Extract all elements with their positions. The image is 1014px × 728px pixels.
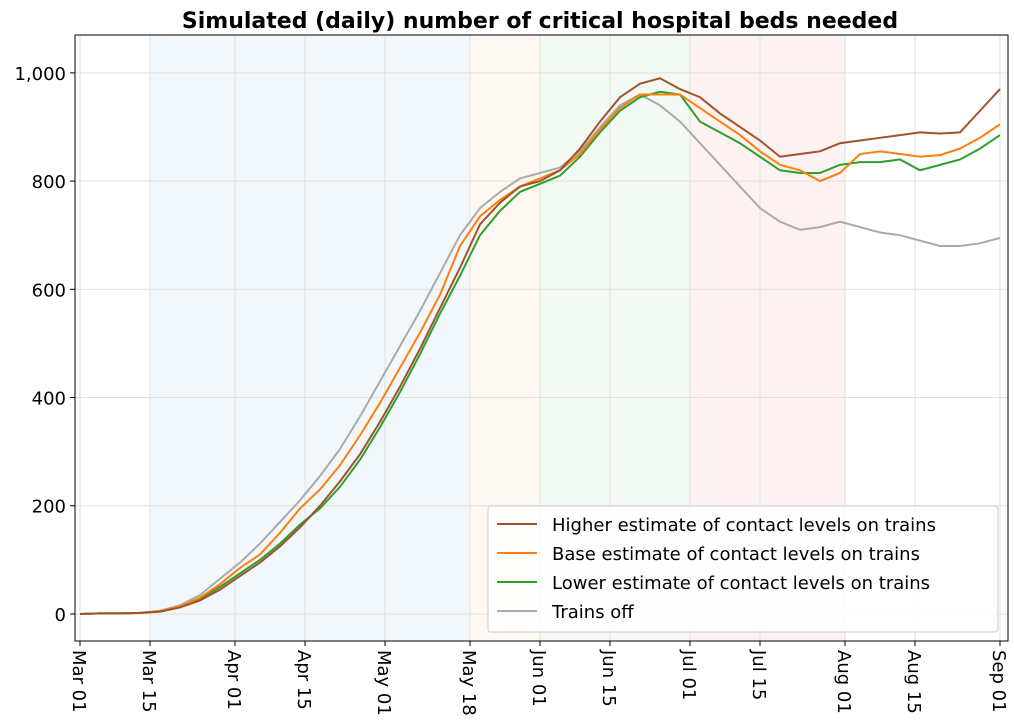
y-tick-label: 600: [32, 280, 66, 301]
x-tick-label: Aug 01: [833, 650, 854, 714]
x-tick-label: Jun 01: [528, 649, 549, 707]
x-tick-label: Sep 01: [988, 650, 1009, 713]
series-line: [79, 93, 1001, 615]
x-tick-label: Apr 15: [293, 650, 314, 710]
legend-label: Higher estimate of contact levels on tra…: [552, 515, 936, 536]
legend-box: [487, 505, 999, 633]
series-line: [79, 93, 1001, 615]
chart-title: Simulated (daily) number of critical hos…: [182, 9, 898, 34]
x-tick-label: May 01: [373, 650, 394, 716]
shaded-span: [150, 35, 470, 641]
y-tick-label: 200: [32, 497, 66, 518]
y-tick-label: 800: [32, 172, 66, 193]
y-tick-label: 0: [55, 605, 66, 626]
series-line: [79, 77, 1001, 615]
y-tick-label: 1,000: [14, 64, 66, 85]
y-tick-label: 400: [32, 389, 66, 410]
x-tick-label: Jul 01: [678, 649, 699, 700]
x-tick-label: Jul 15: [748, 649, 769, 700]
legend-label: Base estimate of contact levels on train…: [552, 544, 920, 565]
legend-label: Trains off: [551, 602, 634, 623]
x-tick-label: Mar 01: [68, 650, 89, 713]
x-tick-label: Jun 15: [598, 649, 619, 707]
x-tick-label: Aug 15: [903, 650, 924, 714]
x-tick-label: May 18: [458, 650, 479, 716]
x-tick-label: Apr 01: [223, 650, 244, 710]
plot-frame: [74, 34, 1009, 642]
x-tick-label: Mar 15: [138, 650, 159, 713]
series-line: [79, 90, 1001, 615]
legend-label: Lower estimate of contact levels on trai…: [552, 573, 930, 594]
